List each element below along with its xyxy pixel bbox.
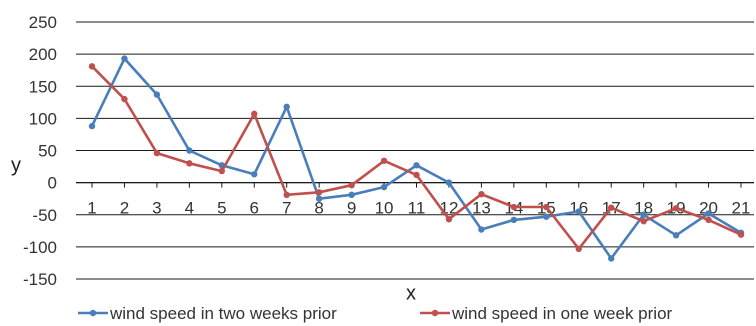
x-tick-label: 7 <box>282 199 291 218</box>
data-point <box>737 231 745 238</box>
x-tick-label: 5 <box>217 199 226 218</box>
x-tick-label: 18 <box>634 199 653 218</box>
x-axis-label: x <box>406 282 416 304</box>
x-tick-label: 16 <box>569 199 588 218</box>
data-point <box>510 203 518 211</box>
x-tick-label: 10 <box>375 199 394 218</box>
series-line-0 <box>90 57 742 260</box>
data-point <box>153 91 161 98</box>
data-point <box>283 103 290 111</box>
data-point <box>315 189 323 196</box>
data-point <box>348 181 355 189</box>
y-tick-label: 200 <box>29 45 57 64</box>
data-point <box>380 183 388 191</box>
data-point <box>445 216 453 223</box>
data-point <box>640 217 647 225</box>
data-point <box>186 147 193 154</box>
data-point <box>283 191 290 199</box>
data-point <box>478 226 485 233</box>
legend-marker-1 <box>431 309 439 317</box>
x-tick-label: 4 <box>185 199 194 218</box>
gridlines <box>76 21 754 280</box>
data-point <box>672 205 680 212</box>
legend-label-1: wind speed in one week prior <box>451 304 673 323</box>
data-point <box>705 210 712 217</box>
y-tick-label: 50 <box>38 142 57 161</box>
data-point <box>315 195 323 202</box>
data-point <box>543 203 550 211</box>
data-point <box>543 213 550 220</box>
data-point <box>608 255 615 262</box>
y-tick-label: 150 <box>29 77 57 96</box>
data-point <box>88 63 96 70</box>
x-tick-label: 9 <box>347 199 356 218</box>
x-tick-label: 6 <box>250 199 259 218</box>
x-tick-labels: 123456789101112131415161718192021 <box>87 199 750 218</box>
data-point <box>218 167 225 175</box>
series-group <box>88 55 745 262</box>
data-point <box>251 171 258 178</box>
data-point <box>413 162 420 169</box>
data-point <box>380 157 388 164</box>
data-point <box>640 211 647 218</box>
data-point <box>478 190 485 198</box>
x-tick-label: 8 <box>314 199 323 218</box>
data-point <box>251 110 258 118</box>
y-tick-label: 0 <box>48 174 57 193</box>
data-point <box>88 122 96 130</box>
y-tick-label: -100 <box>23 238 57 257</box>
x-tick-label: 1 <box>87 199 96 218</box>
x-tick-label: 20 <box>699 199 718 218</box>
data-point <box>575 208 582 215</box>
x-tick-label: 21 <box>732 199 751 218</box>
data-point <box>575 245 582 253</box>
data-point <box>413 171 420 179</box>
x-tick-label: 3 <box>152 199 161 218</box>
y-tick-label: -150 <box>23 270 57 289</box>
x-tick-label: 11 <box>408 199 426 218</box>
y-tick-label: 100 <box>29 109 57 128</box>
data-point <box>153 149 161 157</box>
data-point <box>121 95 128 103</box>
y-tick-label: 250 <box>29 13 57 32</box>
y-axis-label: y <box>11 154 21 176</box>
legend-label-0: wind speed in two weeks prior <box>109 304 337 323</box>
data-point <box>608 204 615 211</box>
y-tick-label: -50 <box>32 206 57 225</box>
x-tick-label: 2 <box>120 199 129 218</box>
y-tick-labels: 250 200 150 100 50 0 -50 -100 -150 <box>23 13 57 289</box>
legend-marker-0 <box>89 309 97 317</box>
data-point <box>121 55 128 62</box>
x-tick-label: 13 <box>472 199 491 218</box>
data-point <box>348 191 355 199</box>
data-point <box>510 216 518 224</box>
legend: wind speed in two weeks prior wind speed … <box>78 304 673 323</box>
data-point <box>445 179 453 186</box>
data-point <box>672 232 680 239</box>
data-point <box>705 216 712 224</box>
data-point <box>186 160 193 167</box>
